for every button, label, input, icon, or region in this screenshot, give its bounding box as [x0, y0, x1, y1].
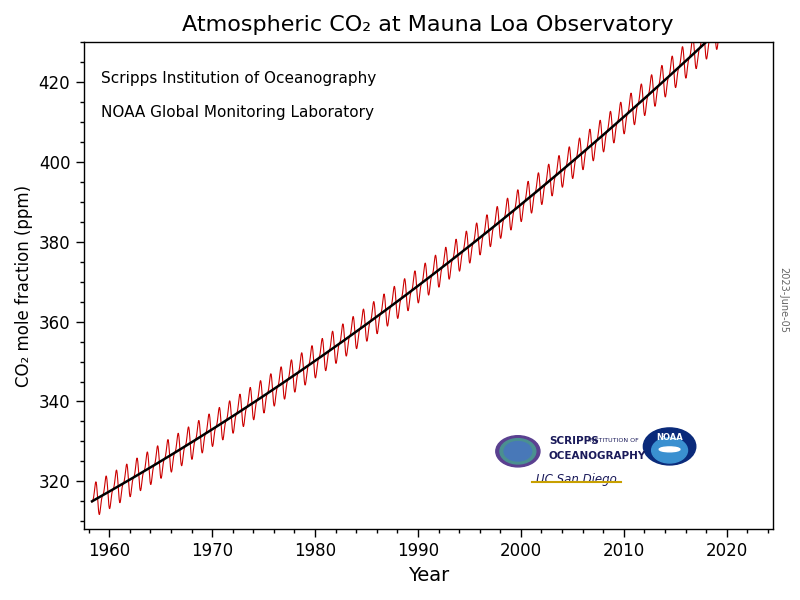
- Text: INSTITUTION OF: INSTITUTION OF: [587, 438, 638, 443]
- Text: UC San Diego: UC San Diego: [536, 473, 617, 486]
- Y-axis label: CO₂ mole fraction (ppm): CO₂ mole fraction (ppm): [15, 185, 33, 387]
- Title: Atmospheric CO₂ at Mauna Loa Observatory: Atmospheric CO₂ at Mauna Loa Observatory: [182, 15, 674, 35]
- Text: 2023-June-05: 2023-June-05: [778, 267, 788, 333]
- Circle shape: [496, 436, 540, 467]
- Text: SCRIPPS: SCRIPPS: [549, 436, 598, 446]
- Text: NOAA: NOAA: [656, 433, 683, 442]
- Circle shape: [500, 439, 536, 464]
- Circle shape: [652, 437, 687, 463]
- Ellipse shape: [659, 447, 680, 452]
- Circle shape: [504, 442, 532, 461]
- Text: Scripps Institution of Oceanography: Scripps Institution of Oceanography: [101, 71, 376, 86]
- X-axis label: Year: Year: [408, 566, 449, 585]
- Circle shape: [643, 428, 696, 465]
- Text: NOAA Global Monitoring Laboratory: NOAA Global Monitoring Laboratory: [101, 106, 374, 121]
- Text: OCEANOGRAPHY: OCEANOGRAPHY: [549, 451, 646, 461]
